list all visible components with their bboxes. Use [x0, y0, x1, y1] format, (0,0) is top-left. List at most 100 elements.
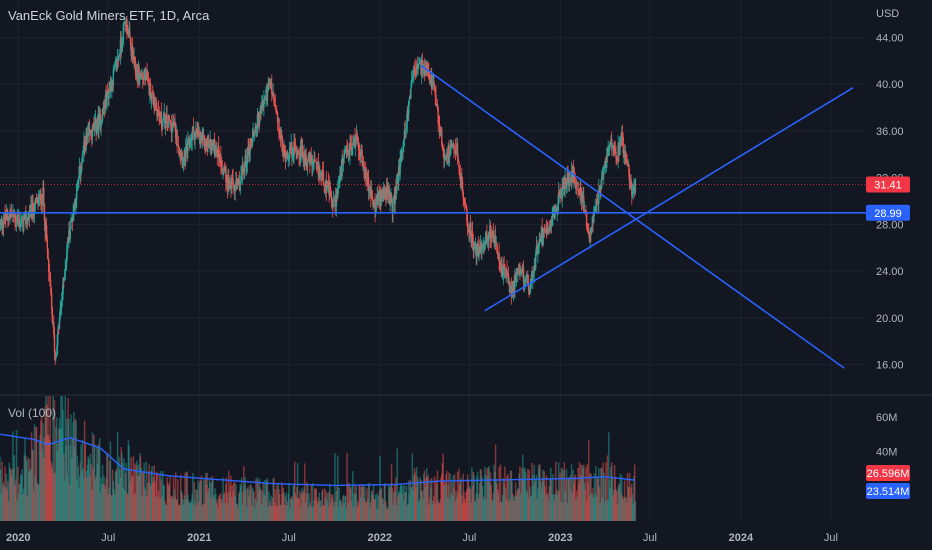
candle-body	[311, 161, 313, 166]
candle-body	[126, 33, 129, 36]
candle-body	[460, 177, 462, 182]
volume-indicator-title[interactable]: Vol (100)	[8, 406, 57, 420]
candle-body	[21, 217, 23, 219]
candle-body	[185, 146, 187, 162]
candle-body	[407, 109, 409, 115]
candle-body	[185, 144, 188, 147]
volume-bar	[35, 427, 38, 521]
candle-body	[153, 103, 155, 105]
candle-body	[334, 195, 337, 207]
candle-body	[177, 145, 180, 148]
candle-body	[31, 202, 33, 218]
candle-body	[93, 121, 96, 131]
volume-bar	[499, 464, 502, 521]
candle-body	[381, 191, 383, 198]
time-axis[interactable]: 2020 Jul 2021 Jul 2022 Jul 2023 Jul 2024 Jul	[0, 522, 932, 550]
candle-body	[38, 195, 41, 200]
candle-body	[207, 141, 210, 146]
candle-body	[355, 133, 358, 139]
candle-body	[299, 145, 302, 161]
candle-body	[370, 190, 373, 198]
candle-body	[264, 97, 267, 99]
trendline-1[interactable]	[420, 64, 845, 369]
candle-body	[413, 66, 416, 69]
candle-body	[623, 152, 626, 157]
candle-body	[309, 152, 311, 165]
candle-body	[70, 218, 72, 230]
candle-body	[512, 281, 515, 293]
candle-body	[210, 142, 213, 154]
candle-body	[560, 196, 562, 199]
candle-body	[394, 189, 396, 204]
candle-body	[15, 222, 17, 224]
candle-body	[330, 191, 333, 198]
candle-body	[588, 233, 591, 242]
candle-body	[570, 171, 573, 182]
candle-body	[304, 152, 306, 165]
candle-body	[583, 196, 585, 212]
drawn-lines[interactable]	[0, 64, 866, 369]
candle-body	[582, 196, 584, 198]
volume-bar	[310, 485, 312, 521]
candle-body	[377, 193, 379, 201]
candle-body	[390, 195, 393, 204]
candle-body	[147, 76, 149, 77]
candle-body	[32, 202, 34, 213]
candle-body	[598, 189, 601, 191]
candle-body	[81, 153, 84, 163]
candle-body	[121, 43, 123, 49]
candle-body	[203, 135, 206, 147]
volume-bar	[453, 474, 456, 521]
candle-body	[112, 69, 115, 86]
candle-body	[485, 232, 487, 238]
trendline-2[interactable]	[484, 86, 854, 312]
time-tick-label-9: Jul	[824, 532, 838, 544]
candle-body	[372, 203, 375, 206]
candle-body	[468, 232, 470, 233]
candle-body	[98, 113, 101, 115]
candle-body	[332, 201, 334, 208]
candle-body	[480, 242, 482, 254]
candle-body	[364, 171, 366, 179]
candle-body	[550, 220, 552, 228]
candle-body	[161, 122, 163, 127]
candle-body	[200, 134, 203, 142]
candle-body	[315, 161, 317, 163]
candle-body	[396, 180, 398, 182]
candle-body	[428, 74, 431, 83]
candle-body	[350, 144, 353, 147]
candle-body	[2, 222, 5, 228]
volume-moving-average	[0, 433, 636, 487]
candle-body	[244, 155, 246, 164]
candle-body	[182, 162, 184, 164]
candle-body	[387, 190, 390, 194]
candle-body	[291, 156, 294, 158]
candle-body	[319, 173, 322, 176]
candle-body	[52, 322, 54, 324]
candle-body	[152, 92, 155, 104]
volume-bar	[436, 470, 439, 521]
candle-body	[43, 187, 45, 205]
candle-body	[126, 18, 128, 34]
candle-body	[446, 156, 449, 158]
price-axis[interactable]: USD44.0040.0036.0032.0028.0024.0020.0016…	[876, 8, 904, 372]
candle-body	[312, 163, 315, 166]
candle-body	[470, 235, 472, 243]
candle-body	[108, 90, 110, 99]
candle-body	[191, 131, 193, 141]
candle-body	[60, 300, 63, 306]
candle-body	[479, 242, 482, 251]
candle-body	[123, 23, 125, 25]
candle-body	[388, 190, 391, 204]
volume-axis[interactable]: 60M 40M	[876, 412, 897, 459]
candle-body	[472, 241, 475, 252]
candle-body	[473, 248, 475, 252]
candle-body	[84, 145, 87, 151]
candle-body	[285, 155, 287, 162]
candle-body	[230, 178, 233, 189]
volume-bar	[202, 480, 205, 521]
candle-body	[438, 124, 441, 136]
candle-body	[580, 191, 583, 204]
